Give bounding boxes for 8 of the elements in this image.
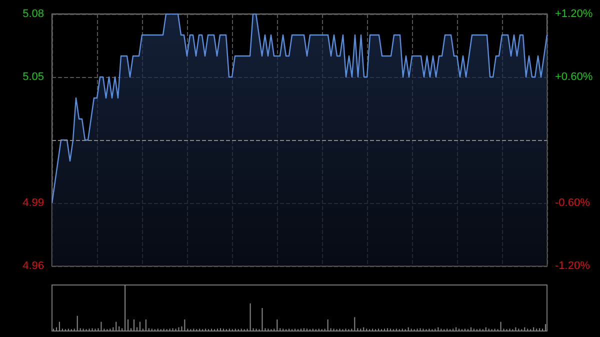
y2-tick-label: -0.60% — [555, 197, 590, 209]
y-tick-label: 4.96 — [22, 260, 44, 272]
y2-tick-label: -1.20% — [555, 260, 590, 272]
y2-tick-label: +0.60% — [555, 71, 593, 83]
y-tick-label: 5.05 — [22, 71, 44, 83]
y2-tick-label: +1.20% — [555, 8, 593, 20]
y-tick-label: 4.99 — [22, 197, 44, 209]
y-tick-label: 5.08 — [22, 8, 44, 20]
